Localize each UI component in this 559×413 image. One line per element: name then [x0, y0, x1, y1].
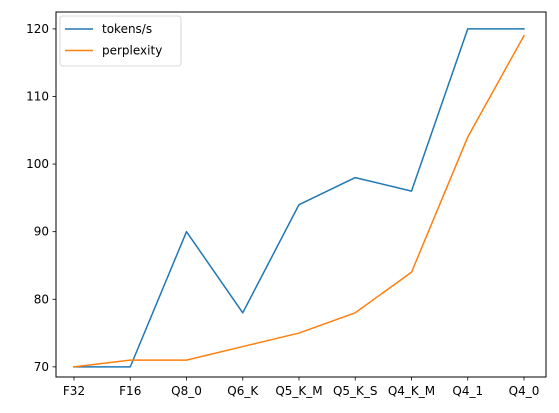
x-tick-label: Q6_K — [227, 384, 259, 398]
legend: tokens/s perplexity — [59, 15, 182, 67]
y-tick-label: 80 — [34, 292, 49, 306]
x-axis-ticks: F32 F16 Q8_0 Q6_K Q5_K_M Q5_K_S Q4_K_M Q4_1 Q4_0 — [63, 377, 539, 398]
x-tick-label: Q5_K_S — [333, 384, 378, 398]
plot-area — [56, 12, 546, 377]
series-lines — [73, 28, 526, 368]
x-tick-label: F16 — [119, 384, 141, 398]
y-tick-label: 90 — [34, 225, 49, 239]
legend-label: tokens/s — [102, 22, 152, 36]
x-tick-label: Q5_K_M — [275, 384, 322, 398]
series-line-perplexity — [73, 34, 526, 368]
series-line-tokens-s — [73, 28, 525, 368]
y-axis-ticks: 70 80 90 100 110 120 — [26, 22, 56, 374]
x-tick-label: Q4_1 — [452, 384, 483, 398]
plot-frame — [55, 11, 547, 378]
y-tick-label: 70 — [34, 360, 49, 374]
x-tick-label: Q4_0 — [509, 384, 540, 398]
y-tick-label: 110 — [26, 89, 49, 103]
x-tick-label: Q4_K_M — [388, 384, 435, 398]
legend-label: perplexity — [102, 44, 162, 58]
y-tick-label: 120 — [26, 22, 49, 36]
x-tick-label: Q8_0 — [171, 384, 202, 398]
y-tick-label: 100 — [26, 157, 49, 171]
x-tick-label: F32 — [63, 384, 85, 398]
